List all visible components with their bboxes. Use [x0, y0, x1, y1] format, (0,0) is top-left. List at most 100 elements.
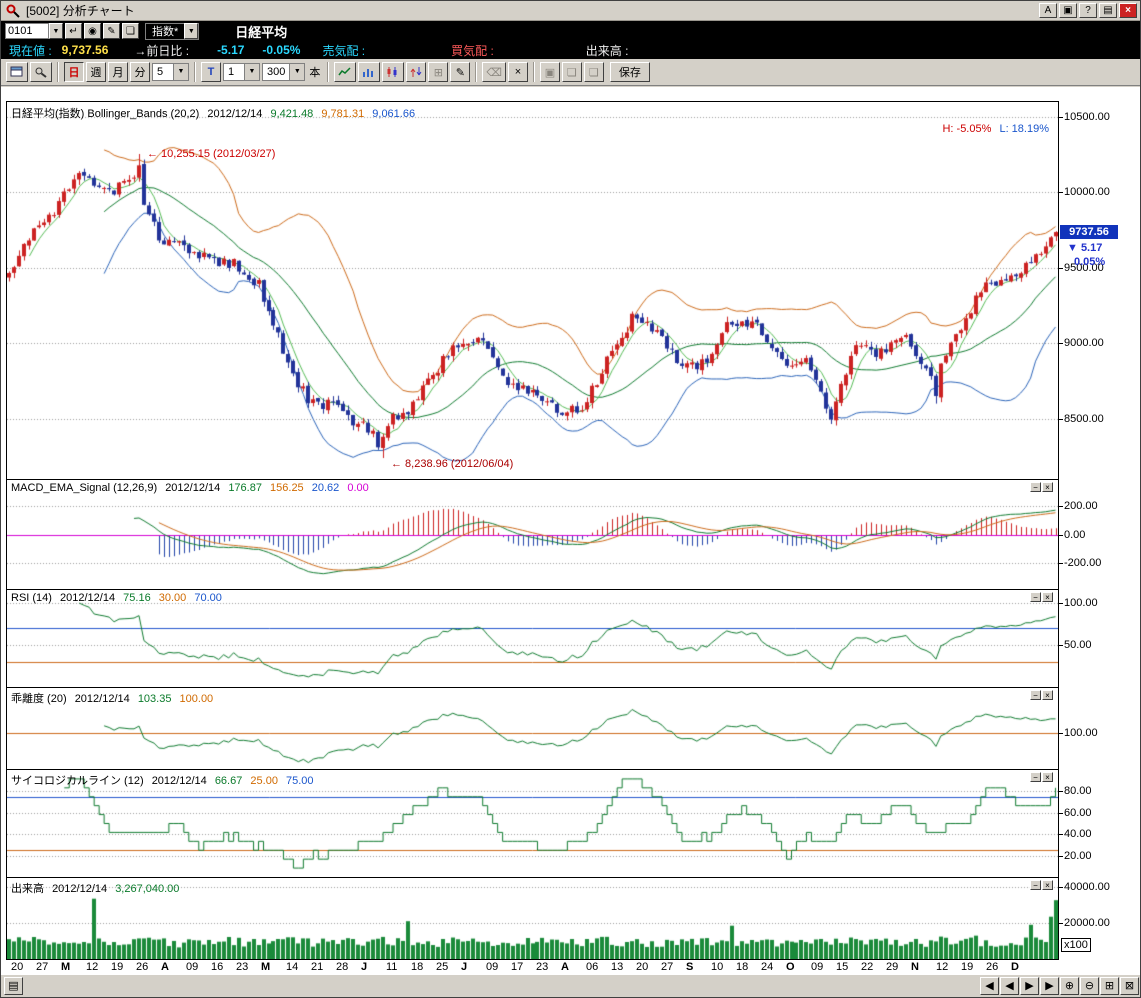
axis-tick	[1059, 834, 1063, 835]
kairi-minimize-button[interactable]: −	[1030, 690, 1041, 700]
magnifier-icon[interactable]	[30, 62, 52, 82]
rsi-upper-band-value: 70.00	[194, 592, 222, 604]
panel-separator	[7, 479, 1058, 480]
chart-toolbar: 日 週 月 分 5 ▼ T 1 ▼ 300 ▼ 本 ⊞	[1, 59, 1140, 86]
delete-drawing-icon[interactable]: ×	[508, 62, 528, 82]
zoom-out-icon[interactable]: ⊖	[1080, 977, 1099, 995]
axis-label: -200.00	[1064, 557, 1101, 569]
axis-tick	[1059, 268, 1063, 269]
macd-minimize-button[interactable]: −	[1030, 482, 1041, 492]
scroll-last-icon[interactable]: ▶	[1040, 977, 1059, 995]
panel-separator	[7, 687, 1058, 688]
x-axis-label: 14	[286, 961, 298, 973]
rsi-panel-header: RSI (14) 2012/12/14 75.16 30.00 70.00	[11, 592, 222, 604]
pencil-draw-icon[interactable]: ✎	[450, 62, 470, 82]
bar-chart-icon[interactable]	[358, 62, 380, 82]
copy-page-icon[interactable]: ❏	[122, 23, 139, 39]
minute-interval-select[interactable]: 5 ▼	[152, 63, 189, 81]
tick-interval-select[interactable]: 1 ▼	[223, 63, 260, 81]
help-button[interactable]: ?	[1079, 3, 1097, 18]
x-axis-label: 12	[86, 961, 98, 973]
edit-page-icon[interactable]: ✎	[103, 23, 120, 39]
category-label: 指数*	[146, 23, 184, 39]
grid-toggle-icon[interactable]: ⊞	[428, 62, 448, 82]
period-month-button[interactable]: 月	[108, 62, 128, 82]
save-button[interactable]: 保存	[610, 62, 650, 82]
rsi-close-button[interactable]: ×	[1042, 592, 1053, 602]
period-day-button[interactable]: 日	[64, 62, 84, 82]
x-axis-label: 06	[586, 961, 598, 973]
close-button[interactable]: ×	[1119, 3, 1137, 18]
kairi-close-button[interactable]: ×	[1042, 690, 1053, 700]
axis-label: 0.00	[1064, 529, 1085, 541]
x-axis-label: A	[161, 961, 169, 973]
category-combo[interactable]: 指数* ▼	[145, 23, 199, 40]
titlebar-buttons: A ▣ ? ▤ ×	[1039, 3, 1137, 18]
grip-icon[interactable]: ▤	[4, 977, 23, 995]
panel-separator	[7, 589, 1058, 590]
x-axis-label: 23	[236, 961, 248, 973]
updown-arrows-icon[interactable]	[406, 62, 426, 82]
minimize-button[interactable]: ▤	[1099, 3, 1117, 18]
volume-minimize-button[interactable]: −	[1030, 880, 1041, 890]
psychological-value: 66.67	[215, 775, 243, 787]
view-icon[interactable]: ◉	[84, 23, 101, 39]
category-dropdown-icon[interactable]: ▼	[184, 23, 198, 39]
axis-tick	[1059, 603, 1063, 604]
bar-count-value: 300	[263, 66, 289, 78]
rsi-title: RSI (14)	[11, 592, 52, 604]
scroll-next-icon[interactable]: ▶	[1020, 977, 1039, 995]
grid-layout-icon[interactable]: ⊞	[1100, 977, 1119, 995]
volume-close-button[interactable]: ×	[1042, 880, 1053, 890]
symbol-code-input[interactable]	[5, 23, 49, 39]
tick-button[interactable]: T	[201, 62, 221, 82]
rsi-panel-canvas[interactable]	[7, 590, 1058, 687]
bollinger-mid-value: 9,421.48	[270, 108, 313, 120]
axis-tick	[1059, 923, 1063, 924]
page-paste-icon[interactable]: ❏	[584, 62, 604, 82]
x-axis-label: 18	[736, 961, 748, 973]
bar-count-dropdown-icon[interactable]: ▼	[289, 64, 304, 80]
font-size-button[interactable]: A	[1039, 3, 1057, 18]
macd-signal-value: 156.25	[270, 482, 304, 494]
eraser-icon[interactable]: ⌫	[482, 62, 506, 82]
rsi-minimize-button[interactable]: −	[1030, 592, 1041, 602]
tick-interval-dropdown-icon[interactable]: ▼	[244, 64, 259, 80]
period-minute-button[interactable]: 分	[130, 62, 150, 82]
kairi-base-value: 100.00	[180, 693, 214, 705]
scroll-prev-icon[interactable]: ◀	[1000, 977, 1019, 995]
psychological-upper-value: 75.00	[286, 775, 314, 787]
clipboard-icon[interactable]: ▣	[540, 62, 560, 82]
close-panel-icon[interactable]: ⊠	[1120, 977, 1139, 995]
prev-diff-pct: -0.05%	[262, 43, 300, 57]
bar-count-select[interactable]: 300 ▼	[262, 63, 305, 81]
trough-annotation: ← 8,238.96 (2012/06/04)	[391, 458, 513, 470]
kairi-value: 103.35	[138, 693, 172, 705]
copy-window-button[interactable]: ▣	[1059, 3, 1077, 18]
psychological-minimize-button[interactable]: −	[1030, 772, 1041, 782]
x-axis-label: 09	[486, 961, 498, 973]
macd-panel-controls: − ×	[1030, 482, 1053, 492]
x-axis-label: D	[1011, 961, 1019, 973]
candlestick-chart-icon[interactable]	[382, 62, 404, 82]
page-copy-icon[interactable]: ❏	[562, 62, 582, 82]
undo-icon[interactable]: ↵	[65, 23, 82, 39]
bollinger-lower-value: 9,061.66	[372, 108, 415, 120]
statusbar: ▤ ◀ ◀ ▶ ▶ ⊕ ⊖ ⊞ ⊠	[1, 974, 1141, 997]
line-chart-icon[interactable]	[334, 62, 356, 82]
new-window-icon[interactable]	[6, 62, 28, 82]
psychological-close-button[interactable]: ×	[1042, 772, 1053, 782]
minute-interval-value: 5	[153, 66, 173, 78]
symbol-code-dropdown-icon[interactable]: ▼	[49, 23, 63, 39]
axis-label: 60.00	[1064, 807, 1092, 819]
minute-interval-dropdown-icon[interactable]: ▼	[173, 64, 188, 80]
symbol-code-combo: ▼	[5, 23, 63, 39]
current-price-value: 9,737.56	[62, 43, 109, 57]
macd-close-button[interactable]: ×	[1042, 482, 1053, 492]
zoom-in-icon[interactable]: ⊕	[1060, 977, 1079, 995]
bollinger-upper-value: 9,781.31	[321, 108, 364, 120]
price-change-marker: ▼ 5.17	[1067, 242, 1102, 254]
scroll-first-icon[interactable]: ◀	[980, 977, 999, 995]
macd-panel-canvas[interactable]	[7, 480, 1058, 589]
period-week-button[interactable]: 週	[86, 62, 106, 82]
